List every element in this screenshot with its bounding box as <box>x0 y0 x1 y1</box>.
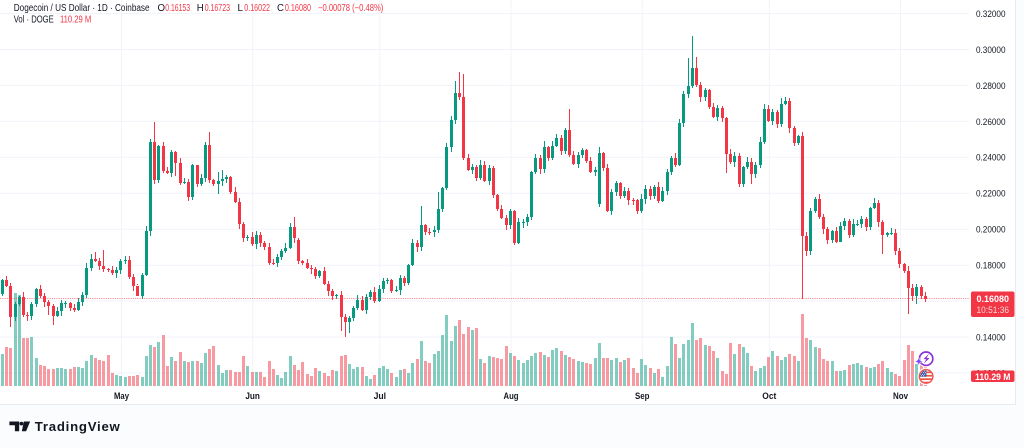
svg-text:0.30000: 0.30000 <box>976 45 1006 56</box>
svg-text:0.16080: 0.16080 <box>285 3 312 14</box>
svg-text:0.16022: 0.16022 <box>244 3 270 14</box>
svg-text:Jul: Jul <box>374 391 387 402</box>
svg-text:Sep: Sep <box>635 391 650 402</box>
svg-text:Aug: Aug <box>504 391 519 402</box>
svg-text:Vol · DOGE: Vol · DOGE <box>14 15 54 26</box>
svg-text:0.20000: 0.20000 <box>976 225 1006 236</box>
svg-text:Jun: Jun <box>245 391 260 402</box>
svg-text:0.14000: 0.14000 <box>976 333 1006 344</box>
svg-text:0.16080: 0.16080 <box>977 294 1010 305</box>
svg-text:Oct: Oct <box>762 391 777 402</box>
svg-text:0.16723: 0.16723 <box>205 3 230 14</box>
svg-text:110.29 M: 110.29 M <box>60 15 91 26</box>
svg-text:−0.00078 (−0.48%): −0.00078 (−0.48%) <box>318 3 383 14</box>
svg-text:O: O <box>158 3 166 14</box>
svg-text:Nov: Nov <box>893 391 909 402</box>
svg-text:0.28000: 0.28000 <box>976 81 1006 92</box>
svg-text:0.32000: 0.32000 <box>976 9 1006 20</box>
svg-text:0.22000: 0.22000 <box>976 189 1006 200</box>
svg-text:0.26000: 0.26000 <box>976 117 1006 128</box>
svg-text:0.24000: 0.24000 <box>976 153 1006 164</box>
svg-text:0.18000: 0.18000 <box>976 261 1006 272</box>
svg-text:May: May <box>114 391 130 402</box>
svg-text:H: H <box>197 3 204 14</box>
svg-text:TradingView: TradingView <box>35 419 121 434</box>
svg-text:10:51:36: 10:51:36 <box>977 305 1010 316</box>
svg-text:110.29 M: 110.29 M <box>975 372 1011 383</box>
svg-text:L: L <box>238 3 244 14</box>
svg-text:0.16153: 0.16153 <box>165 3 190 14</box>
svg-text:C: C <box>277 3 284 14</box>
svg-text:Dogecoin / US Dollar · 1D · Co: Dogecoin / US Dollar · 1D · Coinbase <box>14 3 150 14</box>
